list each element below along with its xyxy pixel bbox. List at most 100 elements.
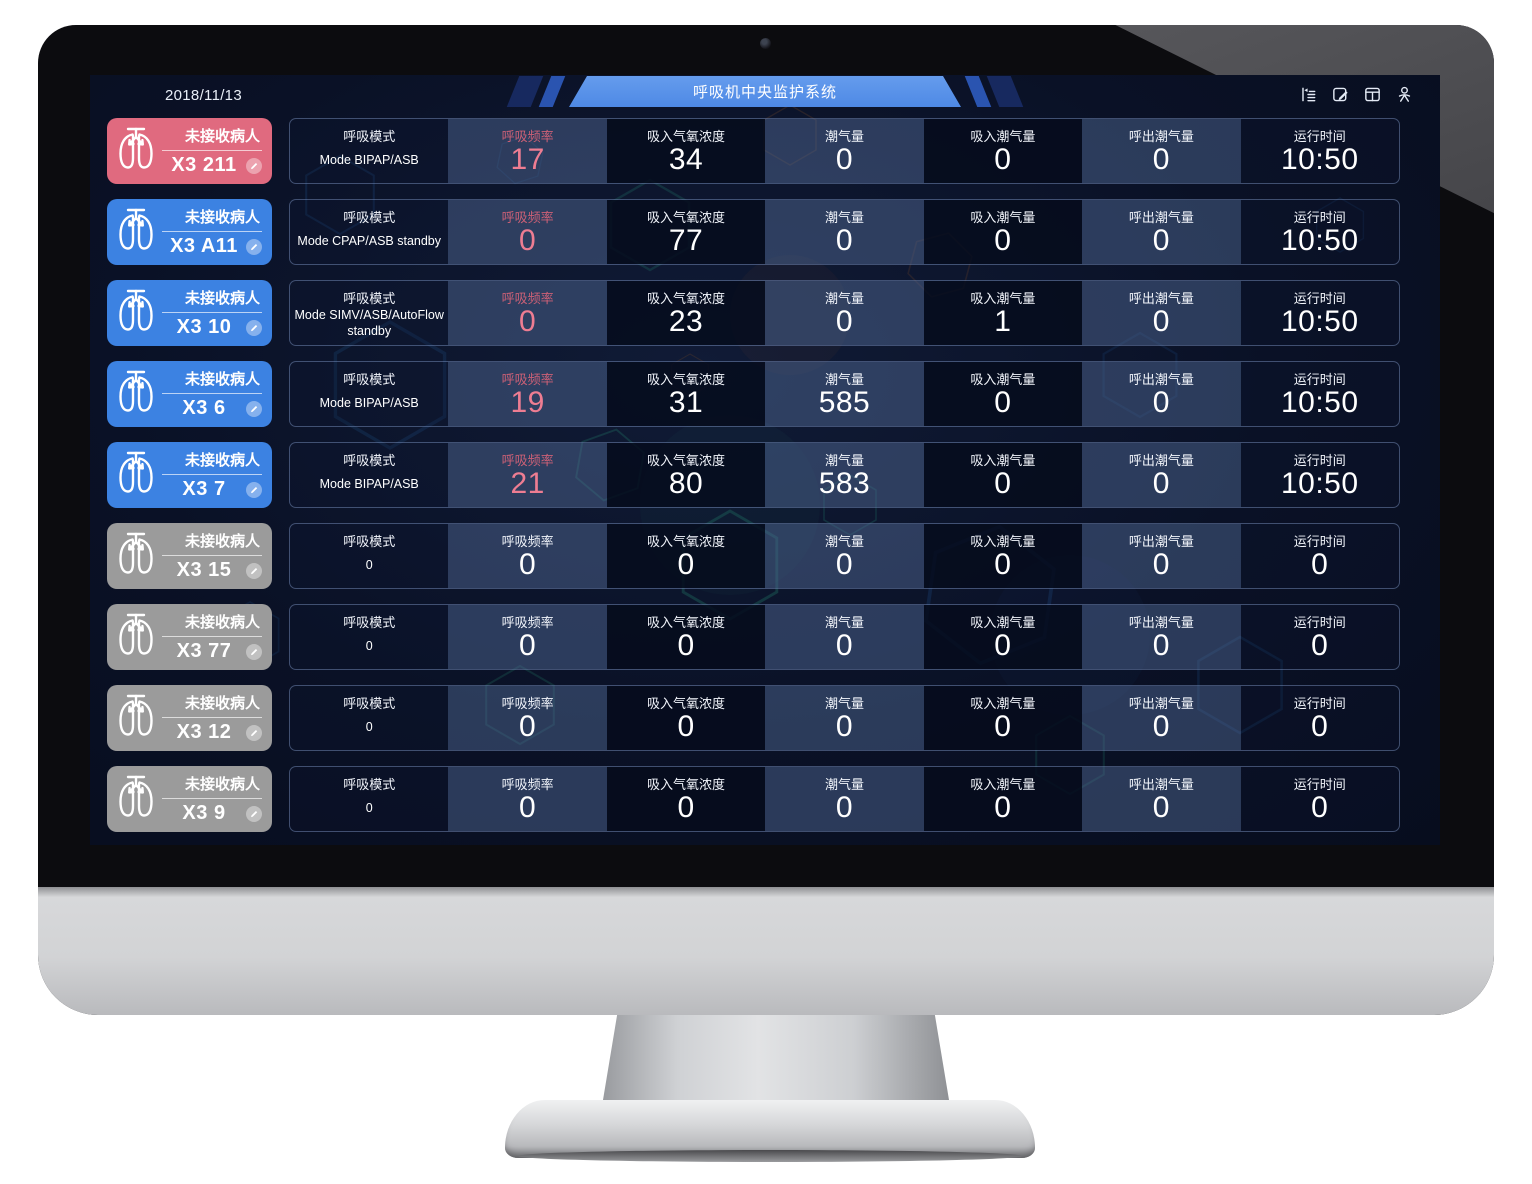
vitals-panel[interactable]: 呼吸模式 0 呼吸频率 0 吸入气氧浓度 0 潮气量 0 吸入潮气量 0 呼出潮…	[289, 604, 1400, 670]
fio2-value: 0	[677, 548, 695, 581]
cell-exhaled-tidal-volume: 呼出潮气量 0	[1082, 119, 1241, 183]
column-header: 潮气量	[824, 696, 864, 711]
device-card[interactable]: 未接收病人 X3 10	[107, 280, 272, 346]
device-card[interactable]: 未接收病人 X3 9	[107, 766, 272, 832]
monitor-row: 未接收病人 X3 A11 呼吸模式 Mode CPAP/ASB standby …	[107, 199, 1400, 265]
cell-respiratory-rate: 呼吸频率 0	[448, 200, 607, 264]
monitor-row: 未接收病人 X3 7 呼吸模式 Mode BIPAP/ASB 呼吸频率 21 吸…	[107, 442, 1400, 508]
cell-runtime: 运行时间 10:50	[1241, 443, 1399, 507]
edit-badge-icon[interactable]	[246, 643, 262, 660]
page-title: 呼吸机中央监护系统	[569, 76, 961, 107]
monitor-row: 未接收病人 X3 10 呼吸模式 Mode SIMV/ASB/AutoFlow …	[107, 280, 1400, 346]
edit-badge-icon[interactable]	[246, 157, 262, 174]
cell-tidal-volume: 潮气量 585	[765, 362, 924, 426]
cell-respiratory-rate: 呼吸频率 0	[448, 686, 607, 750]
monitor-row: 未接收病人 X3 211 呼吸模式 Mode BIPAP/ASB 呼吸频率 17…	[107, 118, 1400, 184]
edit-badge-icon[interactable]	[246, 481, 262, 498]
edit-badge-icon[interactable]	[246, 724, 262, 741]
inhaled-tidal-volume-value: 0	[994, 143, 1012, 176]
rate-value: 19	[510, 386, 545, 419]
fio2-value: 31	[668, 386, 704, 419]
device-card[interactable]: 未接收病人 X3 77	[107, 604, 272, 670]
column-header: 吸入气氧浓度	[647, 372, 726, 387]
runtime-value: 0	[1311, 548, 1329, 581]
vitals-panel[interactable]: 呼吸模式 0 呼吸频率 0 吸入气氧浓度 0 潮气量 0 吸入潮气量 0 呼出潮…	[289, 766, 1400, 832]
device-card[interactable]: 未接收病人 X3 15	[107, 523, 272, 589]
device-card[interactable]: 未接收病人 X3 12	[107, 685, 272, 751]
user-icon[interactable]	[1395, 85, 1414, 104]
runtime-value: 0	[1311, 629, 1329, 662]
collapse-menu-icon[interactable]	[1299, 85, 1318, 104]
edit-badge-icon[interactable]	[246, 400, 262, 417]
cell-respiratory-rate: 呼吸频率 0	[448, 767, 607, 831]
cell-runtime: 运行时间 0	[1241, 524, 1399, 588]
status-badge: 未接收病人	[162, 692, 262, 718]
inhaled-tidal-volume-value: 0	[994, 791, 1012, 824]
status-badge: 未接收病人	[162, 773, 262, 799]
column-header: 吸入潮气量	[970, 453, 1036, 468]
device-id: X3 15	[176, 559, 232, 581]
column-header: 呼吸频率	[501, 291, 554, 306]
tidal-volume-value: 0	[835, 143, 854, 176]
cell-fio2: 吸入气氧浓度 23	[606, 281, 766, 345]
cell-runtime: 运行时间 10:50	[1241, 362, 1399, 426]
device-card[interactable]: 未接收病人 X3 6	[107, 361, 272, 427]
cell-exhaled-tidal-volume: 呼出潮气量 0	[1082, 686, 1241, 750]
column-header: 呼吸频率	[501, 372, 554, 387]
edit-badge-icon[interactable]	[246, 562, 262, 579]
cell-fio2: 吸入气氧浓度 77	[606, 200, 766, 264]
cell-respiratory-rate: 呼吸频率 0	[448, 605, 607, 669]
column-header: 吸入气氧浓度	[647, 453, 726, 468]
mode-value: 0	[365, 800, 373, 815]
vitals-panel[interactable]: 呼吸模式 Mode BIPAP/ASB 呼吸频率 19 吸入气氧浓度 31 潮气…	[289, 361, 1400, 427]
cell-mode: 呼吸模式 0	[290, 686, 448, 750]
device-card[interactable]: 未接收病人 X3 7	[107, 442, 272, 508]
column-header: 呼出潮气量	[1128, 534, 1194, 549]
column-header: 运行时间	[1293, 615, 1346, 630]
exhaled-tidal-volume-value: 0	[1152, 629, 1170, 662]
tidal-volume-value: 0	[835, 791, 854, 824]
mode-value: Mode SIMV/ASB/AutoFlow standby	[294, 308, 444, 339]
rate-value: 0	[519, 629, 537, 662]
device-id: X3 9	[182, 802, 226, 824]
vitals-panel[interactable]: 呼吸模式 Mode BIPAP/ASB 呼吸频率 21 吸入气氧浓度 80 潮气…	[289, 442, 1400, 508]
vitals-panel[interactable]: 呼吸模式 Mode SIMV/ASB/AutoFlow standby 呼吸频率…	[289, 280, 1400, 346]
fio2-value: 0	[677, 710, 695, 743]
vitals-panel[interactable]: 呼吸模式 0 呼吸频率 0 吸入气氧浓度 0 潮气量 0 吸入潮气量 0 呼出潮…	[289, 523, 1400, 589]
cell-tidal-volume: 潮气量 0	[765, 524, 924, 588]
cell-mode: 呼吸模式 Mode BIPAP/ASB	[290, 119, 448, 183]
cell-exhaled-tidal-volume: 呼出潮气量 0	[1082, 767, 1241, 831]
status-badge: 未接收病人	[162, 611, 262, 637]
column-header: 潮气量	[824, 777, 864, 792]
column-header: 呼吸频率	[501, 453, 554, 468]
rate-value: 17	[510, 143, 545, 176]
vitals-panel[interactable]: 呼吸模式 0 呼吸频率 0 吸入气氧浓度 0 潮气量 0 吸入潮气量 0 呼出潮…	[289, 685, 1400, 751]
vitals-panel[interactable]: 呼吸模式 Mode CPAP/ASB standby 呼吸频率 0 吸入气氧浓度…	[289, 199, 1400, 265]
cell-mode: 呼吸模式 0	[290, 767, 448, 831]
cell-runtime: 运行时间 10:50	[1241, 281, 1399, 345]
column-header: 运行时间	[1293, 777, 1346, 792]
fio2-value: 0	[677, 791, 695, 824]
column-header: 呼吸模式	[343, 291, 396, 306]
cell-exhaled-tidal-volume: 呼出潮气量 0	[1082, 605, 1241, 669]
layout-grid-icon[interactable]	[1363, 85, 1382, 104]
column-header: 潮气量	[824, 615, 864, 630]
cell-exhaled-tidal-volume: 呼出潮气量 0	[1082, 362, 1241, 426]
edit-note-icon[interactable]	[1331, 85, 1350, 104]
monitor-row: 未接收病人 X3 12 呼吸模式 0 呼吸频率 0 吸入气氧浓度 0	[107, 685, 1400, 751]
device-id: X3 211	[171, 154, 237, 176]
rate-value: 0	[519, 305, 537, 338]
rate-value: 0	[519, 224, 537, 257]
edit-badge-icon[interactable]	[246, 238, 262, 255]
cell-mode: 呼吸模式 0	[290, 605, 448, 669]
device-card[interactable]: 未接收病人 X3 A11	[107, 199, 272, 265]
vitals-panel[interactable]: 呼吸模式 Mode BIPAP/ASB 呼吸频率 17 吸入气氧浓度 34 潮气…	[289, 118, 1400, 184]
edit-badge-icon[interactable]	[246, 805, 262, 822]
screen: 2018/11/13 呼吸机中央监护系统	[90, 75, 1440, 845]
device-card[interactable]: 未接收病人 X3 211	[107, 118, 272, 184]
edit-badge-icon[interactable]	[246, 319, 262, 336]
column-header: 潮气量	[824, 453, 864, 468]
runtime-value: 10:50	[1280, 224, 1359, 257]
cell-fio2: 吸入气氧浓度 31	[606, 362, 766, 426]
